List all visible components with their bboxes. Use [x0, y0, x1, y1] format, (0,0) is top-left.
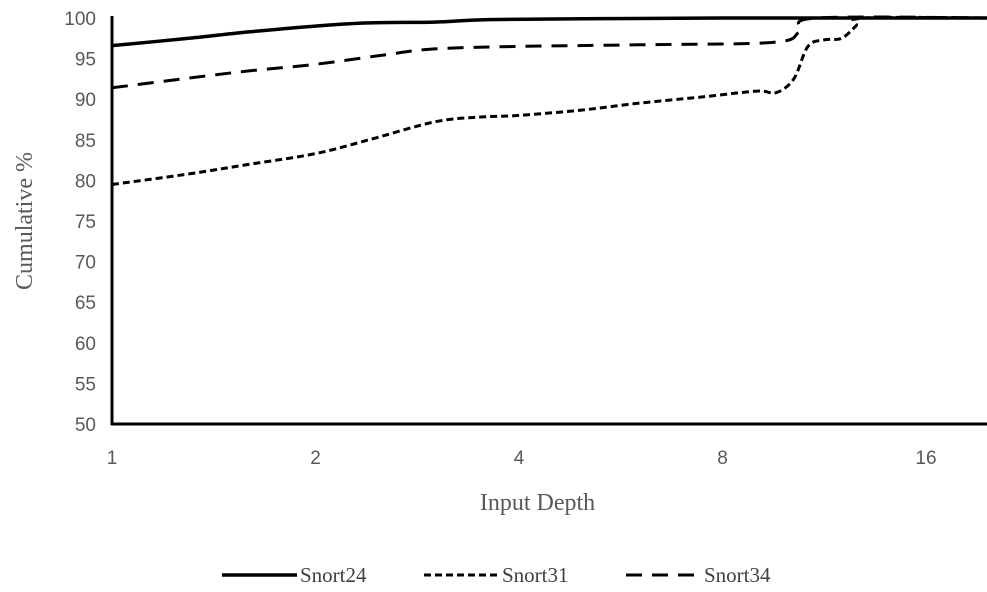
series-line-snort24 [112, 18, 987, 46]
y-tick-labels: 50 55 60 65 70 75 80 85 90 95 100 [64, 9, 96, 436]
legend-label-snort24: Snort24 [300, 563, 367, 587]
legend: Snort24 Snort31 Snort34 [222, 563, 771, 587]
series-lines [112, 17, 987, 185]
y-tick-label: 90 [75, 90, 96, 111]
y-tick-label: 100 [64, 9, 96, 30]
x-tick-label: 2 [310, 448, 321, 469]
y-tick-label: 80 [75, 171, 96, 192]
y-tick-label: 95 [75, 50, 96, 71]
legend-label-snort31: Snort31 [502, 563, 569, 587]
x-tick-labels: 1 2 4 8 16 [107, 448, 937, 469]
x-tick-label: 16 [915, 448, 936, 469]
y-tick-label: 50 [75, 415, 96, 436]
y-tick-label: 60 [75, 334, 96, 355]
y-tick-label: 85 [75, 131, 96, 152]
x-tick-label: 4 [514, 448, 525, 469]
y-tick-label: 70 [75, 253, 96, 274]
series-line-snort31 [112, 17, 987, 184]
y-tick-label: 55 [75, 374, 96, 395]
y-axis-title: Cumulative % [12, 152, 38, 290]
y-tick-label: 65 [75, 293, 96, 314]
legend-label-snort34: Snort34 [704, 563, 771, 587]
x-tick-label: 8 [717, 448, 728, 469]
y-tick-label: 75 [75, 212, 96, 233]
x-axis-title: Input Depth [480, 490, 595, 516]
x-tick-label: 1 [107, 448, 118, 469]
